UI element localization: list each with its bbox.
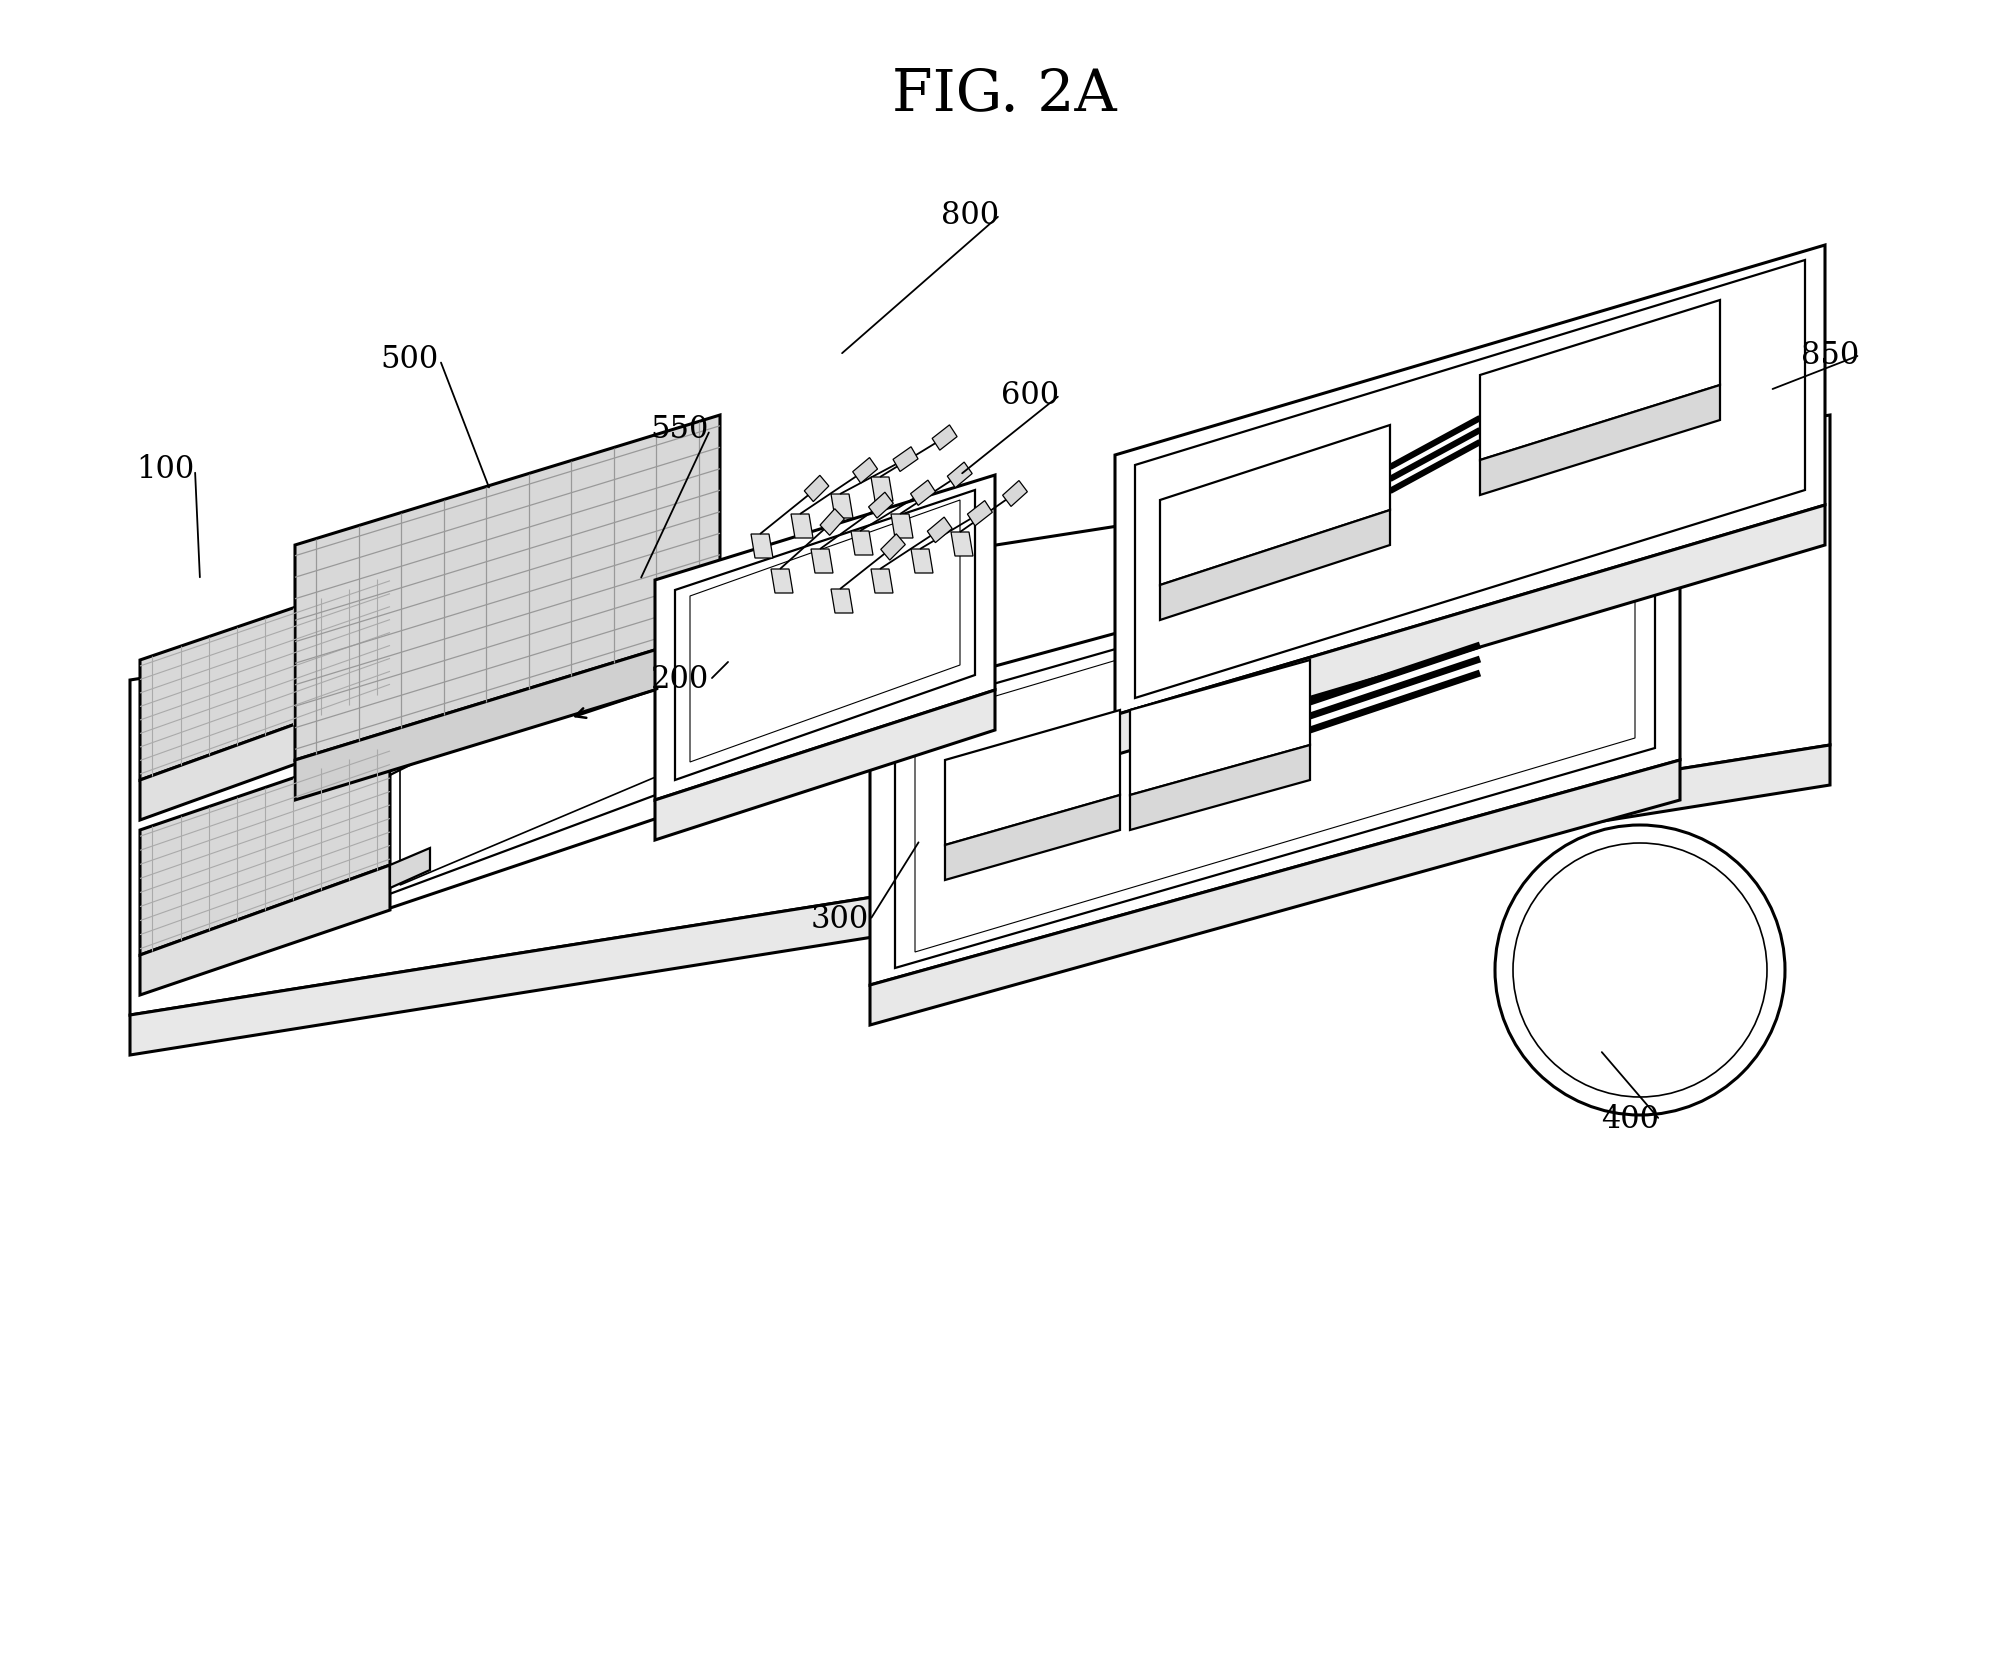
Polygon shape <box>945 795 1120 880</box>
Polygon shape <box>853 458 877 483</box>
Polygon shape <box>967 501 991 526</box>
Text: 850: 850 <box>1800 339 1858 371</box>
Circle shape <box>1495 825 1784 1115</box>
Text: 300: 300 <box>811 905 869 935</box>
Text: FIG. 2A: FIG. 2A <box>891 67 1116 123</box>
Polygon shape <box>911 549 933 572</box>
Polygon shape <box>690 499 959 762</box>
Polygon shape <box>295 631 721 800</box>
Polygon shape <box>309 571 829 935</box>
Polygon shape <box>869 479 1680 985</box>
Polygon shape <box>951 532 973 556</box>
Text: 500: 500 <box>381 344 440 376</box>
Polygon shape <box>389 849 429 889</box>
Polygon shape <box>881 534 905 561</box>
Polygon shape <box>931 424 957 451</box>
Polygon shape <box>915 506 1634 952</box>
Polygon shape <box>130 414 1828 1015</box>
Polygon shape <box>140 745 389 955</box>
Polygon shape <box>831 589 853 612</box>
Text: 200: 200 <box>650 664 708 696</box>
Polygon shape <box>805 476 829 501</box>
Polygon shape <box>674 489 975 780</box>
Text: 800: 800 <box>941 200 999 231</box>
Polygon shape <box>895 494 1654 968</box>
Polygon shape <box>654 691 995 840</box>
Polygon shape <box>1001 481 1028 506</box>
Polygon shape <box>927 518 951 542</box>
Polygon shape <box>893 446 917 471</box>
Polygon shape <box>140 865 389 995</box>
Polygon shape <box>791 514 813 537</box>
Polygon shape <box>909 481 935 506</box>
Polygon shape <box>831 494 853 518</box>
Polygon shape <box>399 621 755 885</box>
Polygon shape <box>1114 245 1824 716</box>
Text: 100: 100 <box>136 454 195 486</box>
Polygon shape <box>1114 504 1824 755</box>
Polygon shape <box>891 514 913 537</box>
Polygon shape <box>819 509 843 536</box>
Polygon shape <box>869 760 1680 1025</box>
Polygon shape <box>869 493 893 518</box>
Polygon shape <box>1479 300 1720 459</box>
Text: 400: 400 <box>1600 1105 1658 1135</box>
Polygon shape <box>359 601 789 905</box>
Polygon shape <box>871 478 893 501</box>
Polygon shape <box>947 463 971 488</box>
Polygon shape <box>811 549 833 572</box>
Polygon shape <box>1160 424 1389 586</box>
Polygon shape <box>295 414 721 760</box>
Polygon shape <box>1130 745 1309 830</box>
Polygon shape <box>771 569 793 592</box>
Polygon shape <box>1130 661 1309 795</box>
Polygon shape <box>1479 384 1720 494</box>
Polygon shape <box>1134 260 1804 697</box>
Polygon shape <box>1160 509 1389 621</box>
Polygon shape <box>871 569 893 592</box>
Polygon shape <box>654 474 995 800</box>
Polygon shape <box>140 691 389 820</box>
Polygon shape <box>389 672 429 775</box>
Polygon shape <box>140 576 389 780</box>
Polygon shape <box>751 534 773 557</box>
Polygon shape <box>945 711 1120 845</box>
Polygon shape <box>851 531 873 556</box>
Text: 600: 600 <box>999 379 1058 411</box>
Text: 550: 550 <box>650 414 708 446</box>
Polygon shape <box>130 745 1828 1055</box>
